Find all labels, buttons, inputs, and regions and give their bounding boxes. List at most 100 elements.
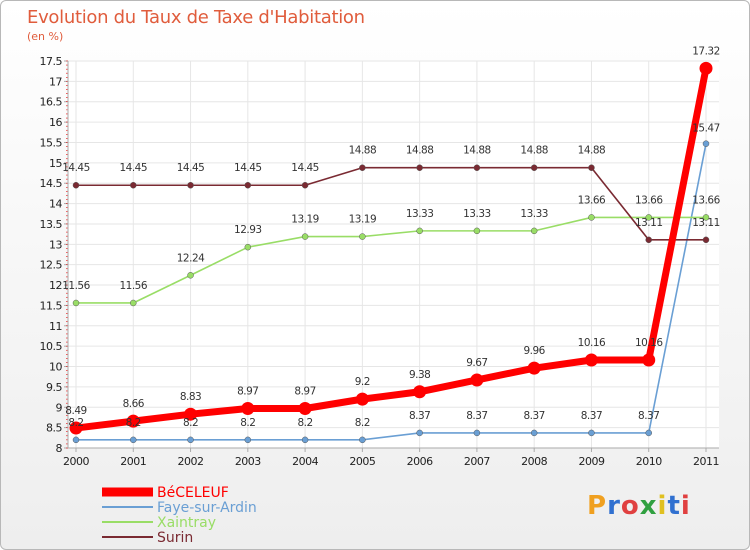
data-label: 13.66 <box>578 194 606 206</box>
legend-label-0: BéCELEUF <box>157 485 229 501</box>
data-point <box>301 436 309 444</box>
y-tick-label: 15.5 <box>40 136 63 149</box>
data-label: 14.45 <box>119 162 147 174</box>
x-tick-label: 2011 <box>693 455 719 468</box>
data-label: 14.88 <box>406 145 434 157</box>
data-label: 14.88 <box>349 145 377 157</box>
y-tick-label: 12 <box>49 279 62 292</box>
data-label: 8.37 <box>466 410 487 422</box>
data-label: 13.19 <box>349 214 377 226</box>
logo-letter: i <box>657 491 668 521</box>
data-point <box>72 181 80 189</box>
y-tick-label: 14 <box>49 198 62 211</box>
y-tick-label: 15 <box>49 157 62 170</box>
chart-subtitle: (en %) <box>27 30 64 43</box>
data-point <box>130 436 137 444</box>
data-point <box>359 436 366 444</box>
data-point <box>244 243 252 251</box>
x-tick-label: 2007 <box>464 455 490 468</box>
data-point <box>72 436 80 444</box>
data-point <box>642 353 656 367</box>
data-label: 17.32 <box>692 45 720 57</box>
y-tick-label: 8.5 <box>46 422 62 435</box>
data-point <box>702 140 710 147</box>
data-label: 8.37 <box>523 410 544 422</box>
data-label: 12.93 <box>234 224 262 236</box>
series-line-3 <box>76 166 706 241</box>
data-point <box>530 164 538 171</box>
data-point <box>355 392 369 406</box>
logo-letter: t <box>667 491 681 521</box>
y-tick-label: 17.5 <box>40 55 63 68</box>
data-point <box>588 429 595 437</box>
data-label: 14.88 <box>463 145 491 157</box>
x-tick-label: 2010 <box>636 455 662 468</box>
data-label: 14.45 <box>177 162 205 174</box>
data-point <box>416 164 423 171</box>
data-label: 13.11 <box>692 217 720 229</box>
data-label: 14.45 <box>62 162 90 174</box>
y-tick-label: 10 <box>49 361 62 374</box>
data-point <box>413 385 427 399</box>
data-point <box>470 373 484 387</box>
x-tick-label: 2002 <box>178 455 204 468</box>
data-point <box>187 181 194 189</box>
x-tick-label: 2004 <box>292 455 318 468</box>
data-label: 13.19 <box>291 214 319 226</box>
series-line-1 <box>76 143 707 441</box>
data-label: 11.56 <box>119 280 147 292</box>
data-point <box>416 227 423 235</box>
y-tick-label: 16 <box>49 116 62 129</box>
y-tick-label: 13.5 <box>40 218 63 231</box>
data-label: 15.47 <box>692 123 720 135</box>
data-point <box>130 181 137 189</box>
x-tick-label: 2009 <box>578 455 604 468</box>
data-point <box>69 421 83 435</box>
data-label: 8.37 <box>638 410 659 422</box>
data-label: 13.66 <box>692 194 720 206</box>
plot-area <box>68 61 719 448</box>
y-tick-label: 14.5 <box>40 177 63 190</box>
data-point <box>184 407 198 421</box>
data-label: 8.2 <box>355 417 370 429</box>
data-label: 13.33 <box>463 208 491 220</box>
data-label: 8.66 <box>123 398 145 410</box>
data-label: 13.11 <box>635 217 663 229</box>
y-tick-label: 11 <box>49 320 62 333</box>
data-point <box>301 181 309 189</box>
y-tick-label: 17 <box>49 75 62 88</box>
data-point <box>130 299 137 307</box>
y-tick-label: 12.5 <box>40 259 63 272</box>
y-tick-label: 16.5 <box>40 96 63 109</box>
data-point <box>72 299 80 307</box>
data-point <box>699 61 713 75</box>
data-label: 8.37 <box>581 410 602 422</box>
legend-label-2: Xaintray <box>157 515 216 531</box>
data-point <box>298 401 312 415</box>
data-label: 8.37 <box>409 410 430 422</box>
data-point <box>126 414 140 428</box>
data-label: 14.45 <box>234 162 262 174</box>
data-point <box>244 436 252 444</box>
y-tick-label: 8 <box>56 442 63 455</box>
data-label: 9.2 <box>355 376 370 388</box>
data-label: 14.45 <box>291 162 319 174</box>
data-label: 8.2 <box>126 417 141 429</box>
data-label: 8.2 <box>297 417 312 429</box>
data-point <box>473 227 481 235</box>
data-point <box>702 214 710 221</box>
y-tick-label: 11.5 <box>40 299 63 312</box>
x-tick-label: 2005 <box>349 455 375 468</box>
data-label: 10.16 <box>635 337 663 349</box>
data-label: 13.33 <box>520 208 548 220</box>
data-label: 9.67 <box>466 357 487 369</box>
data-point <box>584 353 598 367</box>
data-label: 11.56 <box>62 280 90 292</box>
data-point <box>187 272 194 279</box>
legend-label-1: Faye-sur-Ardin <box>157 500 257 516</box>
data-label: 8.97 <box>237 385 258 397</box>
proxiti-logo: Proxiti <box>587 491 691 521</box>
data-point <box>187 436 194 444</box>
y-tick-label: 9.5 <box>46 381 62 394</box>
